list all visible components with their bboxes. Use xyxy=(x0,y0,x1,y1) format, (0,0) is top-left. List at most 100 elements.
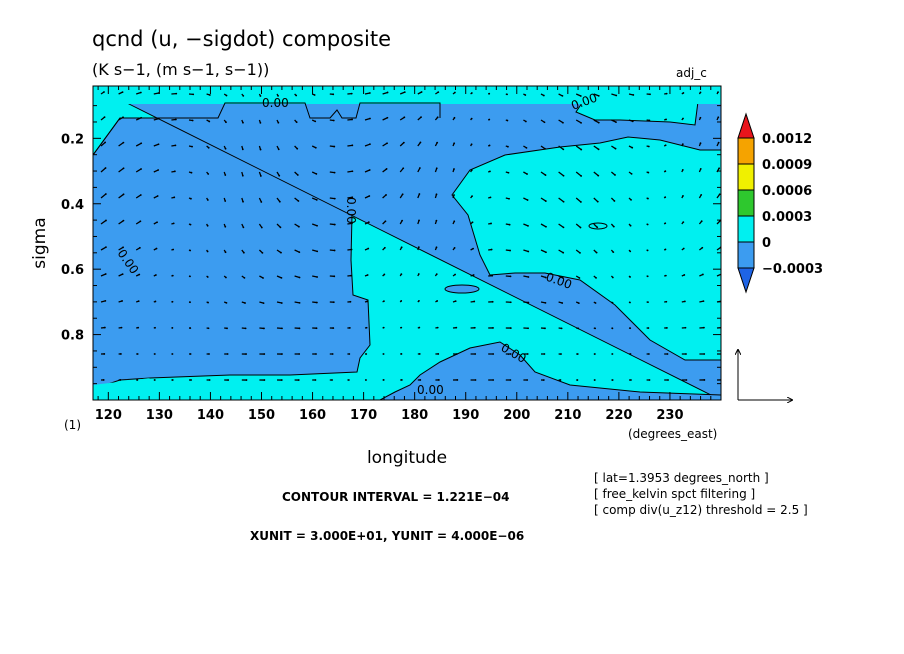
contour-interval: CONTOUR INTERVAL = 1.221E−04 xyxy=(282,490,509,504)
contour-label: 0.00 xyxy=(262,96,289,110)
wind-vector-head xyxy=(206,224,209,227)
wind-vector-head xyxy=(435,193,438,196)
wind-vector-head xyxy=(578,277,581,279)
wind-vector-head xyxy=(561,276,564,279)
wind-vector-head xyxy=(685,353,687,355)
wind-vector-head xyxy=(366,300,368,303)
wind-vector-head xyxy=(474,379,477,381)
wind-vector xyxy=(118,193,124,199)
colorbar-label: 0.0003 xyxy=(762,210,812,225)
x-tick-label: 140 xyxy=(197,408,224,423)
wind-vector-head xyxy=(122,141,125,144)
wind-vector-head xyxy=(543,121,546,124)
x-tick-label: 150 xyxy=(248,408,275,423)
wind-vector-head xyxy=(664,144,667,147)
wind-vector xyxy=(575,223,581,229)
wind-vector-head xyxy=(382,353,385,355)
y-tick-label: 0.6 xyxy=(61,263,84,278)
wind-vector-head xyxy=(611,379,614,381)
wind-vector-head xyxy=(699,142,702,145)
wind-vector-head xyxy=(120,326,123,329)
wind-vector xyxy=(540,223,547,228)
wind-vector-head xyxy=(648,379,651,381)
small-negative-cell-1 xyxy=(444,284,480,294)
wind-vector-head xyxy=(175,92,178,95)
wind-vector-head xyxy=(191,145,193,148)
wind-vector-head xyxy=(206,199,209,201)
wind-vector xyxy=(540,249,547,253)
wind-vector-head xyxy=(418,353,421,355)
wind-vector-head xyxy=(436,116,439,119)
wind-vector-head xyxy=(454,300,457,303)
colorbar-label: 0.0006 xyxy=(762,184,812,199)
wind-vector-head xyxy=(367,221,370,224)
wind-vector-head xyxy=(717,91,719,93)
wind-vector-head xyxy=(172,222,175,225)
wind-vector-head xyxy=(436,141,439,144)
wind-vector-head xyxy=(664,248,667,251)
wind-vector-head xyxy=(260,226,263,229)
wind-vector-head xyxy=(699,167,702,170)
wind-vector xyxy=(575,119,582,124)
wind-vector-head xyxy=(666,327,668,329)
wind-vector-head xyxy=(435,167,438,170)
wind-vector-head xyxy=(297,200,300,202)
wind-vector-head xyxy=(526,199,529,201)
wind-vector-head xyxy=(474,353,477,355)
wind-vector-head xyxy=(262,302,265,305)
wind-vector-head xyxy=(297,379,300,381)
wind-vector-head xyxy=(316,276,319,278)
wind-vector-head xyxy=(331,353,334,355)
wind-vector-head xyxy=(629,250,632,253)
wind-vector-head xyxy=(226,327,228,330)
wind-vector-head xyxy=(703,379,706,381)
wind-vector-head xyxy=(367,247,370,250)
wind-vector-head xyxy=(684,326,687,329)
wind-vector-head xyxy=(597,94,600,97)
wind-vector-head xyxy=(527,250,530,253)
wind-vector-head xyxy=(611,353,614,355)
wind-vector-head xyxy=(436,326,439,329)
wind-vector-head xyxy=(386,91,389,94)
wind-vector-head xyxy=(419,141,422,144)
wind-vector-head xyxy=(629,224,632,227)
wind-vector-head xyxy=(382,326,385,329)
wind-vector-head xyxy=(189,327,192,329)
wind-vector-head xyxy=(242,121,244,124)
wind-vector-head xyxy=(280,379,283,381)
x-tick-label: 200 xyxy=(503,408,530,423)
wind-vector-head xyxy=(208,379,211,381)
wind-vector-head xyxy=(138,246,141,249)
colorbar-label: 0.0012 xyxy=(762,132,812,147)
wind-vector-head xyxy=(277,148,280,151)
wind-vector-head xyxy=(366,274,369,276)
x-tick-label: 210 xyxy=(554,408,581,423)
wind-vector-head xyxy=(383,246,386,249)
wind-vector-head xyxy=(473,326,476,329)
wind-vector-head xyxy=(242,94,245,97)
wind-vector-head xyxy=(473,300,476,303)
wind-vector xyxy=(100,246,107,251)
wind-vector-head xyxy=(685,379,688,381)
wind-vector-head xyxy=(596,200,599,203)
contour-label: 0.00 xyxy=(344,197,358,224)
wind-vector-head xyxy=(629,353,632,355)
wind-vector-head xyxy=(560,327,563,330)
colorbar-segment xyxy=(737,137,755,165)
wind-vector-head xyxy=(524,94,527,96)
wind-vector-head xyxy=(368,195,371,197)
wind-vector-head xyxy=(315,353,317,355)
wind-vector-head xyxy=(104,273,107,275)
wind-vector-head xyxy=(453,116,456,119)
wind-vector-head xyxy=(227,379,230,381)
wind-vector-head xyxy=(701,273,704,276)
wind-vector-head xyxy=(400,300,403,302)
wind-vector xyxy=(118,167,124,173)
wind-vector-head xyxy=(615,121,617,124)
wind-vector-head xyxy=(576,353,579,355)
wind-vector-head xyxy=(104,141,107,144)
wind-vector-head xyxy=(492,353,495,355)
wind-vector-head xyxy=(647,145,650,148)
bottom-left-positive-strip xyxy=(93,378,150,400)
x-tick-label: 230 xyxy=(656,408,683,423)
